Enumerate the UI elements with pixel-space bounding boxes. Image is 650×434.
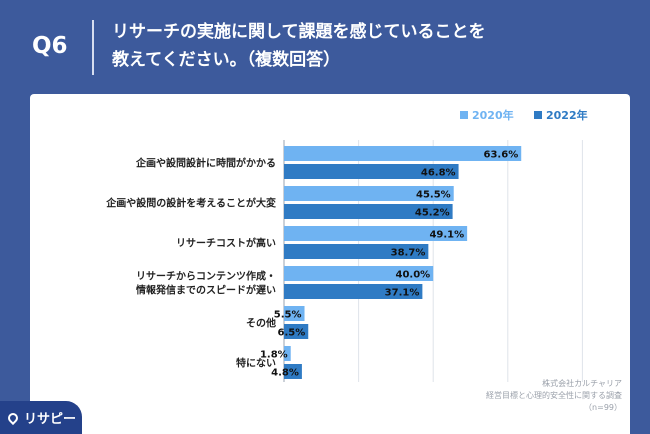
question-text: リサーチの実施に関して課題を感じていることを 教えてください。（複数回答） [112,18,632,74]
category-label: リサーチコストが高い [176,237,276,250]
header: Q6 リサーチの実施に関して課題を感じていることを 教えてください。（複数回答） [0,0,650,90]
footnote-line-2: 経営目標と心理的安全性に関する調査 [486,390,622,400]
data-label: 6.5% [278,328,306,339]
category-label: その他 [246,317,276,330]
category-label: 企画や設問の設計を考えることが大変 [105,197,277,210]
bar-2022 [284,284,423,299]
legend-label-1: 2022年 [546,108,588,122]
legend-label-0: 2020年 [472,108,514,122]
bar-2020 [284,346,291,361]
question-line-2: 教えてください。（複数回答） [112,50,341,70]
data-label: 1.8% [260,350,288,361]
brand-name: リサピー [24,412,77,427]
data-label: 40.0% [395,270,430,281]
data-label: 45.2% [415,208,450,219]
bar-2022 [284,204,453,219]
brand-logo: リサピー [0,401,82,434]
category-label: 企画や設問設計に時間がかかる [135,157,276,170]
header-divider [92,20,94,75]
bar-2022 [284,244,429,259]
footnote-line-1: 株式会社カルチャリア [542,378,622,388]
chart-card: 2020年 2022年企画や設問設計に時間がかかる 63.6% 46.8% 企画や設問の… [30,94,630,434]
bar-2022 [284,164,459,179]
data-label: 45.5% [416,190,451,201]
data-label: 46.8% [421,168,456,179]
category-label: 特にない [236,357,276,370]
data-label: 38.7% [391,248,426,259]
data-label: 37.1% [385,288,420,299]
data-label: 63.6% [484,150,519,161]
bar-2020 [284,186,454,201]
footnote-line-3: （n=99） [584,403,622,412]
bar-2020 [284,146,522,161]
data-label: 49.1% [429,230,464,241]
legend-swatch-1 [534,111,542,119]
bar-2022 [284,364,302,379]
data-label: 4.8% [271,368,299,379]
bar-2020 [284,306,305,321]
category-label: リサーチからコンテンツ作成・ [136,270,276,283]
bar-2020 [284,266,434,281]
bar-2022 [284,324,309,339]
bar-2020 [284,226,468,241]
legend-swatch-0 [460,111,468,119]
data-label: 5.5% [274,310,302,321]
location-pin-icon [5,410,21,425]
question-line-1: リサーチの実施に関して課題を感じていることを [112,22,486,42]
question-number: Q6 [32,33,68,59]
category-label: 情報発信までのスピードが遅い [136,284,276,297]
